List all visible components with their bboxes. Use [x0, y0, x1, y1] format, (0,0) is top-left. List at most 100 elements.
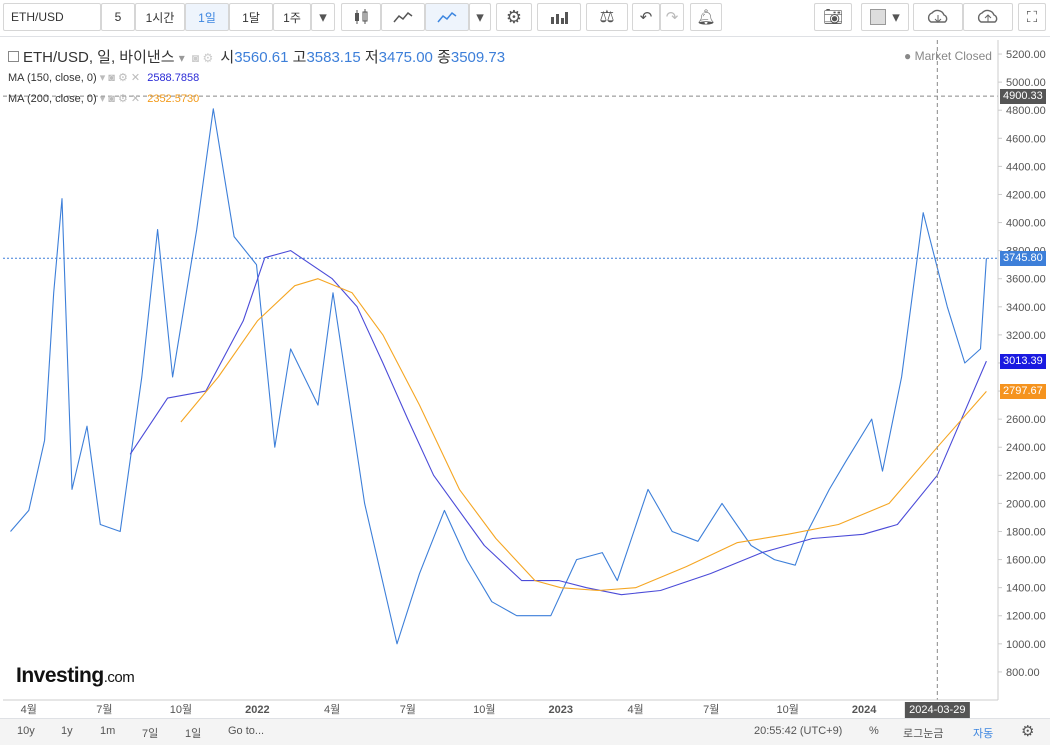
y-tick-label: 4200.00	[1006, 189, 1046, 201]
fullscreen-icon[interactable]: ⛶	[1018, 3, 1046, 31]
candlestick-icon[interactable]	[341, 3, 381, 31]
logo-suffix: .com	[103, 669, 135, 686]
legend-main: ETH/USD, 일, 바이낸스 ▾ ◙ ⚙ 시3560.61 고3583.15…	[8, 46, 505, 67]
ma150-label: MA (150, close, 0)	[8, 72, 97, 84]
y-tick-label: 4800.00	[1006, 105, 1046, 117]
percent-toggle[interactable]: %	[869, 725, 879, 737]
crosshair-date-tag: 2024-03-29	[905, 702, 970, 718]
ma200-value: 2352.5730	[147, 93, 200, 105]
x-tick-label: 10월	[473, 703, 495, 716]
y-tick-label: 3200.00	[1006, 330, 1046, 342]
logo-main: Investing	[16, 664, 104, 687]
high-label: 고	[292, 49, 307, 66]
ma150-value: 2588.7858	[147, 72, 200, 84]
y-tick-label: 4000.00	[1006, 218, 1046, 230]
redo-icon[interactable]: ↷	[660, 3, 684, 31]
ma200-price-tag: 2797.67	[1000, 384, 1046, 400]
compare-scale-icon[interactable]: ⚖	[586, 3, 628, 31]
log-scale-toggle[interactable]: 로그눈금	[903, 728, 944, 740]
x-tick-label: 2024	[852, 704, 877, 716]
legend-eye-icon[interactable]: ◙ ⚙	[191, 51, 214, 65]
interval-1w[interactable]: 1주	[273, 3, 311, 31]
camera-icon[interactable]: 📷︎	[814, 3, 852, 31]
low-value: 3475.00	[378, 49, 433, 66]
range-10y[interactable]: 10y	[17, 725, 35, 737]
interval-5[interactable]: 5	[101, 3, 135, 31]
y-tick-label: 2200.00	[1006, 470, 1046, 482]
y-tick-label: 1400.00	[1006, 583, 1046, 595]
y-tick-label: 5200.00	[1006, 49, 1046, 61]
market-status-text: Market Closed	[914, 49, 992, 63]
y-tick-label: 4400.00	[1006, 161, 1046, 173]
range-7d[interactable]: 7일	[142, 728, 159, 740]
template-dropdown[interactable]: ▾	[861, 3, 909, 31]
auto-scale-toggle[interactable]: 자동	[973, 728, 994, 740]
ma150-line	[129, 250, 987, 596]
settings-gear-icon[interactable]: ⚙	[1021, 723, 1035, 740]
symbol-input[interactable]: ETH/USD	[3, 3, 101, 31]
undo-icon[interactable]: ↶	[632, 3, 660, 31]
range-1d[interactable]: 1일	[185, 728, 202, 740]
x-tick-label: 2022	[245, 704, 269, 716]
y-tick-label: 4600.00	[1006, 133, 1046, 145]
y-tick-label: 5000.00	[1006, 77, 1046, 89]
x-axis: 4월 7월 10월 2022 4월 7월 10월 2023 4월 7월 10월 2024	[21, 703, 878, 716]
ma150-controls-icon[interactable]: ▾ ◙ ⚙ ✕	[99, 72, 141, 84]
y-tick-label: 3600.00	[1006, 274, 1046, 286]
legend-ma200: MA (200, close, 0) ▾ ◙ ⚙ ✕ 2352.5730	[8, 92, 199, 105]
goto-button[interactable]: Go to...	[228, 725, 265, 737]
chart-type-dropdown-icon[interactable]: ▾	[469, 3, 491, 31]
ma200-label: MA (200, close, 0)	[8, 93, 97, 105]
cloud-save-icon[interactable]	[963, 3, 1013, 31]
gear-icon[interactable]: ⚙	[496, 3, 532, 31]
x-tick-label: 10월	[777, 703, 799, 716]
open-value: 3560.61	[234, 49, 289, 66]
x-tick-label: 10월	[170, 703, 192, 716]
ma200-controls-icon[interactable]: ▾ ◙ ⚙ ✕	[99, 93, 141, 105]
legend-title: ETH/USD, 일, 바이낸스	[23, 49, 175, 66]
y-tick-label: 3400.00	[1006, 302, 1046, 314]
ma150-price-tag: 3013.39	[1000, 354, 1046, 370]
interval-dropdown-icon[interactable]: ▾	[311, 3, 335, 31]
investing-logo: Investing.com	[16, 664, 135, 688]
x-tick-label: 4월	[324, 703, 340, 716]
interval-1d[interactable]: 1일	[185, 3, 229, 31]
legend-dropdown-icon[interactable]: ▾	[178, 51, 185, 65]
bottom-bar: 10y 1y 1m 7일 1일 Go to... 20:55:42 (UTC+9…	[0, 718, 1050, 745]
close-value: 3509.73	[450, 49, 506, 66]
range-1m[interactable]: 1m	[100, 725, 116, 737]
x-tick-label: 7월	[400, 703, 416, 716]
x-tick-label: 4월	[627, 703, 643, 716]
open-label: 시	[220, 49, 235, 66]
legend-ma150: MA (150, close, 0) ▾ ◙ ⚙ ✕ 2588.7858	[8, 71, 199, 84]
market-status: ● Market Closed	[904, 49, 992, 63]
range-1y[interactable]: 1y	[61, 725, 73, 737]
y-tick-label: 2000.00	[1006, 498, 1046, 510]
last-price-tag: 3745.80	[1000, 251, 1046, 267]
y-tick-label: 2400.00	[1006, 442, 1046, 454]
close-label: 종	[437, 49, 451, 66]
series-layer	[10, 108, 987, 645]
low-label: 저	[364, 49, 379, 66]
clock-time[interactable]: 20:55:42 (UTC+9)	[754, 725, 843, 737]
alert-icon[interactable]: 🔔︎	[690, 3, 722, 31]
interval-1h[interactable]: 1시간	[135, 3, 185, 31]
interval-1mo[interactable]: 1달	[229, 3, 273, 31]
indicators-icon[interactable]	[537, 3, 581, 31]
x-tick-label: 2023	[549, 704, 573, 716]
x-tick-label: 7월	[703, 703, 719, 716]
y-tick-label: 2600.00	[1006, 414, 1046, 426]
area-chart-icon[interactable]	[381, 3, 425, 31]
template-icon	[870, 9, 887, 25]
price-line	[10, 108, 987, 645]
x-tick-label: 7월	[96, 703, 112, 716]
y-tick-label: 1600.00	[1006, 555, 1046, 567]
line-chart-icon[interactable]	[425, 3, 469, 31]
y-tick-label: 1200.00	[1006, 611, 1046, 623]
cloud-load-icon[interactable]	[913, 3, 963, 31]
y-tick-label: 1000.00	[1006, 639, 1046, 651]
crosshair-price-tag: 4900.33	[1000, 89, 1046, 105]
collapse-icon[interactable]	[8, 51, 19, 62]
toolbar: ETH/USD 5 1시간 1일 1달 1주 ▾ ▾ ⚙ ⚖ ↶ ↷ 🔔︎ 📷︎…	[0, 0, 1050, 37]
